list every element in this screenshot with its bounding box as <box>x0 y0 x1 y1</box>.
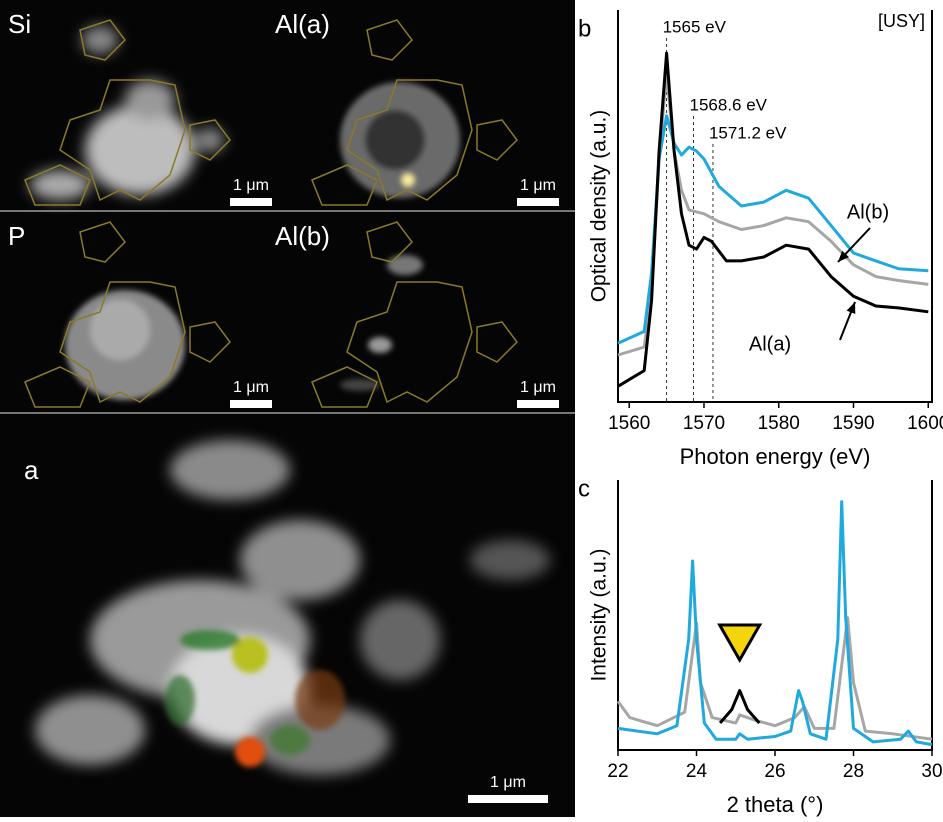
scale-bar-label: 1 μm <box>520 379 556 396</box>
scale-bar-label: 1 μm <box>233 379 269 396</box>
series-line <box>618 502 932 745</box>
scale-bar <box>230 400 272 408</box>
x-tick-label: 1580 <box>758 413 800 434</box>
panel-label: Si <box>8 9 31 39</box>
x-tick-label: 1590 <box>832 413 874 434</box>
panel-label: b <box>578 15 591 42</box>
panel-label: Al(a) <box>275 9 330 39</box>
x-tick-label: 28 <box>843 761 864 782</box>
p-map <box>65 290 185 400</box>
scale-bar <box>517 400 559 408</box>
series-line <box>618 116 928 343</box>
x-tick-label: 1570 <box>683 413 725 434</box>
panel-label: a <box>24 455 39 485</box>
x-axis-label: 2 theta (°) <box>727 792 824 817</box>
panel-label: c <box>578 475 590 502</box>
al-a-map <box>340 82 460 198</box>
panel-label: Al(b) <box>275 221 330 251</box>
scale-bar-label: 1 μm <box>520 177 556 194</box>
x-tick-label: 22 <box>607 761 628 782</box>
marker-label: 1571.2 eV <box>709 123 787 142</box>
arrow-head <box>847 302 856 314</box>
x-axis-label: Photon energy (eV) <box>680 444 871 469</box>
x-tick-label: 30 <box>921 761 942 782</box>
figure: Si 1 μm Al(a) 1 μm P 1 μm Al(b) 1 μm a 1 μm b [USY… <box>0 0 943 822</box>
axis-frame <box>618 480 932 750</box>
scale-bar-label: 1 μm <box>490 774 526 791</box>
scale-bar <box>517 198 559 206</box>
y-axis-label: Intensity (a.u.) <box>588 548 611 681</box>
x-tick-label: 1600 <box>907 413 943 434</box>
micrographs <box>0 0 575 817</box>
x-tick-label: 24 <box>686 761 708 782</box>
marker-label: 1565 eV <box>663 17 727 36</box>
panel-label: P <box>8 221 25 251</box>
charts: b [USY] 1560 1570 1580 1590 1600 Photon energy … <box>578 10 943 817</box>
y-axis-label: Optical density (a.u.) <box>588 110 611 303</box>
scale-bar <box>230 198 272 206</box>
scale-bar-label: 1 μm <box>233 177 269 194</box>
marker-label: 1568.6 eV <box>690 95 768 114</box>
series-line <box>618 618 932 740</box>
series-label: Al(a) <box>749 333 791 355</box>
highlight-triangle <box>720 625 760 660</box>
x-tick-label: 1560 <box>608 413 650 434</box>
series-label: Al(b) <box>847 201 889 223</box>
scale-bar <box>468 795 548 803</box>
note: [USY] <box>878 11 925 31</box>
x-tick-label: 26 <box>764 761 785 782</box>
